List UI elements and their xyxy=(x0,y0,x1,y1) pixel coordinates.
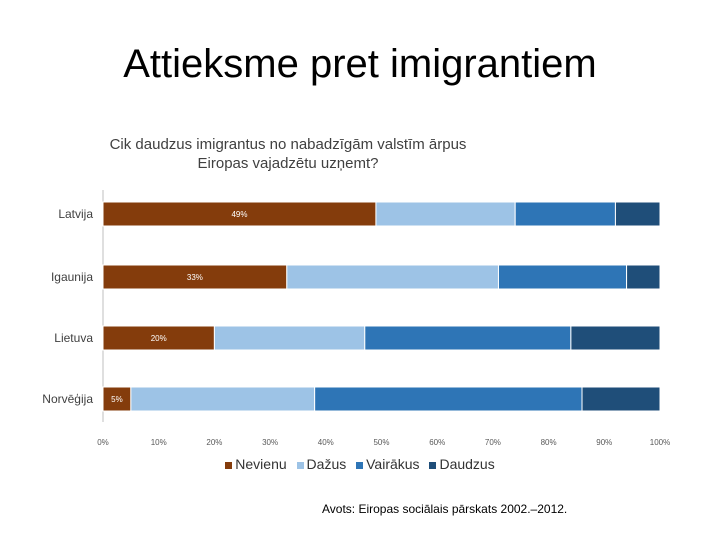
data-label-1: 33% xyxy=(187,273,203,282)
bar-segment-3-2 xyxy=(314,386,583,412)
bar-segment-2-3 xyxy=(570,325,661,351)
bar-segment-1-3 xyxy=(626,264,661,290)
legend-item-vairakus: Vairākus xyxy=(356,456,420,472)
legend-swatch-vairakus xyxy=(356,461,364,469)
bar-segment-1-1 xyxy=(286,264,499,290)
legend-item-nevienu: Nevienu xyxy=(225,456,287,472)
data-label-0: 49% xyxy=(231,210,247,219)
legend-item-dazus: Dažus xyxy=(296,456,347,472)
x-tick-label-10: 100% xyxy=(650,438,670,447)
data-label-3: 5% xyxy=(111,395,123,404)
bar-segment-2-1 xyxy=(213,325,366,351)
bar-segment-0-3 xyxy=(614,201,661,227)
x-tick-label-3: 30% xyxy=(262,438,278,447)
source-note: Avots: Eiropas sociālais pārskats 2002.–… xyxy=(322,502,568,516)
x-tick-label-1: 10% xyxy=(151,438,167,447)
legend-label-dazus: Dažus xyxy=(306,456,347,472)
bar-segment-1-2 xyxy=(497,264,628,290)
bar-segment-0-2 xyxy=(514,201,616,227)
category-label-1: Igaunija xyxy=(51,270,93,284)
x-tick-label-0: 0% xyxy=(97,438,109,447)
bar-segment-0-0 xyxy=(102,201,377,227)
legend-swatch-nevienu xyxy=(225,461,233,469)
x-tick-label-9: 90% xyxy=(596,438,612,447)
x-tick-label-8: 80% xyxy=(541,438,557,447)
x-tick-label-7: 70% xyxy=(485,438,501,447)
chart-title-line-2: Eiropas vajadzētu uzņemt? xyxy=(197,155,379,172)
x-tick-label-6: 60% xyxy=(429,438,445,447)
category-label-3: Norvēģija xyxy=(42,392,93,406)
legend-item-daudzus: Daudzus xyxy=(429,456,495,472)
x-tick-label-4: 40% xyxy=(318,438,334,447)
category-label-0: Latvija xyxy=(58,207,93,221)
legend-label-daudzus: Daudzus xyxy=(439,456,495,472)
legend-label-nevienu: Nevienu xyxy=(235,456,287,472)
bar-segment-0-1 xyxy=(375,201,516,227)
legend-label-vairakus: Vairākus xyxy=(366,456,420,472)
category-label-2: Lietuva xyxy=(54,331,93,345)
data-label-2: 20% xyxy=(151,334,167,343)
x-tick-label-5: 50% xyxy=(373,438,389,447)
x-tick-label-2: 20% xyxy=(206,438,222,447)
bar-segment-3-3 xyxy=(581,386,661,412)
bar-segment-3-1 xyxy=(130,386,316,412)
slide-title: Attieksme pret imigrantiem xyxy=(123,42,597,86)
legend-swatch-dazus xyxy=(296,461,304,469)
bar-segment-2-2 xyxy=(364,325,572,351)
chart-title-line-1: Cik daudzus imigrantus no nabadzīgām val… xyxy=(109,136,467,153)
chart-legend: Nevienu Dažus Vairākus Daudzus xyxy=(0,456,720,472)
legend-swatch-daudzus xyxy=(429,461,437,469)
chart-title: Cik daudzus imigrantus no nabadzīgām val… xyxy=(88,135,488,173)
